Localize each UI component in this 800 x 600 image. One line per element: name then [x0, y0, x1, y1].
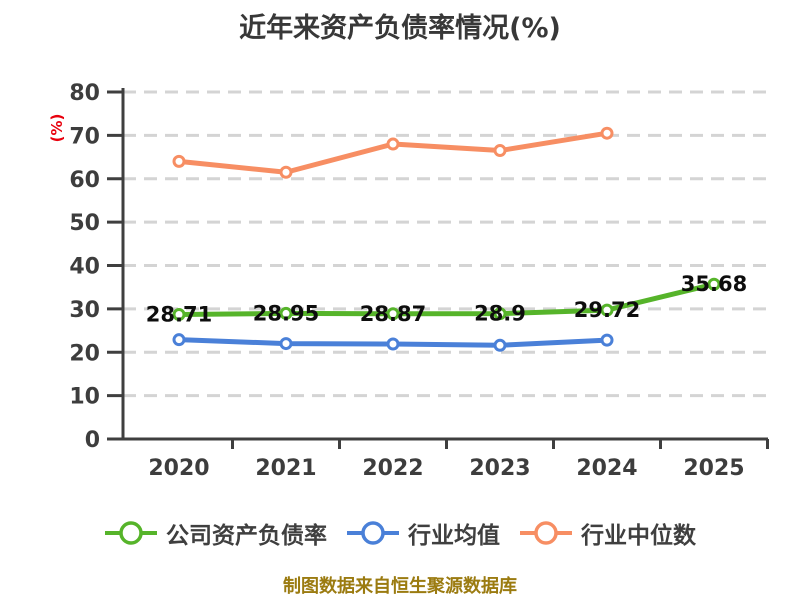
series-line-0 [176, 281, 717, 317]
legend-label: 行业中位数 [581, 523, 696, 549]
data-point-marker [600, 303, 614, 317]
legend-label: 行业均值 [408, 523, 500, 549]
x-tick-label: 2024 [576, 456, 637, 481]
value-label: 28.87 [360, 302, 426, 326]
y-tick-label: 0 [85, 428, 100, 453]
data-point-marker [386, 337, 400, 351]
data-source-note: 制图数据来自恒生聚源数据库 [283, 576, 517, 597]
legend-item-0: 公司资产负债率 [104, 516, 327, 550]
x-tick-label: 2025 [683, 456, 744, 481]
chart-title: 近年来资产负债率情况(%) [239, 13, 561, 44]
legend-item-1: 行业均值 [346, 516, 500, 550]
data-point-marker [600, 126, 614, 140]
y-tick-label: 10 [69, 385, 100, 410]
x-tick-label: 2022 [362, 456, 423, 481]
legend-marker-icon [520, 521, 572, 545]
value-label: 28.9 [474, 302, 526, 326]
x-tick-label: 2023 [469, 456, 530, 481]
data-point-marker [493, 144, 507, 158]
data-point-marker [279, 337, 293, 351]
legend-marker-icon [105, 521, 157, 545]
x-tick-label: 2021 [255, 456, 316, 481]
data-point-marker [600, 333, 614, 347]
y-tick-label: 40 [69, 255, 100, 280]
data-point-marker [493, 307, 507, 321]
y-tick-label: 20 [69, 341, 100, 366]
data-point-marker [707, 277, 721, 291]
data-point-marker [386, 137, 400, 151]
chart-canvas: 0 10 20 30 40 50 60 70 80 2020 2021 2022 2023 2024 202… [48, 81, 769, 481]
data-point-marker [493, 338, 507, 352]
legend-item-2: 行业中位数 [519, 516, 696, 550]
y-tick-label: 60 [69, 168, 100, 193]
value-label: 29.72 [574, 298, 640, 322]
value-label: 28.71 [146, 302, 212, 326]
data-point-marker [172, 333, 186, 347]
y-tick-label: 70 [69, 124, 100, 149]
y-tick-label: 80 [69, 81, 100, 106]
legend: 公司资产负债率 行业均值 行业中位数 [0, 516, 800, 550]
x-tick-label: 2020 [148, 456, 209, 481]
value-label: 28.95 [253, 301, 319, 325]
data-point-marker [279, 165, 293, 179]
value-label: 35.68 [681, 272, 747, 296]
y-axis-unit-label: (%) [48, 114, 66, 143]
data-point-marker [172, 307, 186, 321]
data-point-marker [386, 307, 400, 321]
y-tick-label: 50 [69, 211, 100, 236]
legend-label: 公司资产负债率 [166, 523, 327, 549]
y-tick-label: 30 [69, 298, 100, 323]
data-point-marker [172, 154, 186, 168]
legend-marker-icon [347, 521, 399, 545]
data-point-marker [279, 306, 293, 320]
